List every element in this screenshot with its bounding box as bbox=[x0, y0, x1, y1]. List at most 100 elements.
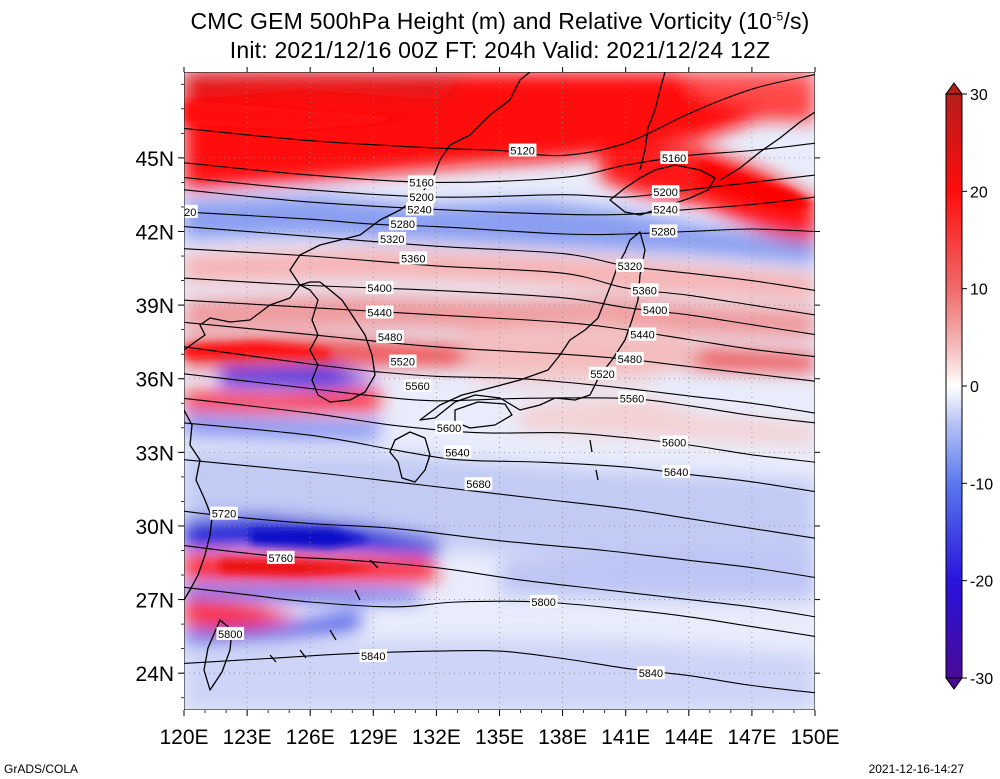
contour-label-bg bbox=[616, 258, 644, 272]
colorbar: 30 20 10 0 -10 -20 -30 bbox=[945, 82, 993, 690]
contour-label-bg bbox=[266, 550, 295, 564]
contour-label-bg bbox=[407, 190, 436, 204]
colorbar-tick-label: 10 bbox=[970, 282, 988, 299]
contour-label-bg bbox=[388, 217, 417, 231]
lon-label: 123E bbox=[223, 726, 272, 749]
colorbar-tick-label: -30 bbox=[970, 671, 993, 688]
contour-label: 5400 bbox=[643, 305, 667, 317]
contour-5120 bbox=[184, 73, 815, 157]
contour-label-bg bbox=[359, 649, 388, 663]
contour-label: 5440 bbox=[630, 330, 654, 342]
contour-5640 bbox=[184, 422, 815, 493]
contour-label-bg bbox=[210, 506, 238, 520]
coastline-mainland bbox=[184, 72, 531, 351]
title-units: /s) bbox=[783, 8, 810, 34]
lon-label: 138E bbox=[538, 726, 587, 749]
contour-label-bg bbox=[216, 626, 245, 640]
contour-label: 5560 bbox=[620, 393, 644, 405]
contour-5560 bbox=[184, 373, 815, 424]
contour-5200 bbox=[184, 174, 815, 198]
lat-label: 36N bbox=[135, 369, 174, 392]
contour-label-bg bbox=[651, 202, 680, 216]
contour-label: 5800 bbox=[218, 629, 242, 641]
contour-label-bg bbox=[184, 204, 198, 218]
lat-label: 45N bbox=[135, 148, 174, 171]
contour-label-bg bbox=[399, 251, 428, 265]
contour-label: 5440 bbox=[367, 307, 391, 319]
contour-5480 bbox=[184, 321, 815, 382]
contour-label: 5560 bbox=[405, 381, 429, 393]
contour-label-bg bbox=[443, 445, 472, 459]
contour-label: 5240 bbox=[407, 204, 431, 216]
coastlines bbox=[184, 72, 815, 691]
lat-label: 42N bbox=[135, 222, 174, 245]
coastline-izu bbox=[589, 439, 599, 481]
contour-label: 20 bbox=[184, 207, 196, 219]
title-superscript: -5 bbox=[772, 9, 784, 24]
contour-5600 bbox=[184, 397, 815, 463]
contour-label-bg bbox=[405, 202, 434, 216]
coastline-china-east bbox=[184, 409, 213, 601]
lon-label: 129E bbox=[349, 726, 398, 749]
contour-label: 5480 bbox=[378, 332, 402, 344]
contour-label: 5640 bbox=[445, 447, 469, 459]
contour-label-bg bbox=[376, 330, 404, 344]
contour-label-bg bbox=[662, 464, 690, 478]
contour-label: 5520 bbox=[391, 357, 415, 369]
contour-label: 5280 bbox=[651, 227, 675, 239]
contour-label: 5480 bbox=[618, 354, 642, 366]
contour-label: 5840 bbox=[639, 668, 663, 680]
contour-label: 5120 bbox=[510, 146, 534, 158]
title-text: CMC GEM 500hPa Height (m) and Relative V… bbox=[190, 8, 773, 34]
colorbar-tick-label: 20 bbox=[970, 184, 988, 201]
contour-label-bg bbox=[641, 303, 669, 317]
contour-5520 bbox=[184, 346, 815, 414]
vorticity-shading-detail bbox=[184, 100, 815, 574]
contour-label-bg bbox=[407, 175, 436, 189]
contour-label-bg bbox=[616, 352, 644, 366]
colorbar-min-arrow bbox=[945, 677, 963, 690]
contour-label: 5800 bbox=[531, 597, 555, 609]
contour-label-bg bbox=[618, 391, 646, 405]
contour-label-bg bbox=[660, 435, 688, 449]
contour-label-bg bbox=[365, 280, 394, 294]
contour-label: 5600 bbox=[437, 423, 461, 435]
contour-5440 bbox=[184, 299, 815, 358]
contour-label-bg bbox=[365, 305, 394, 319]
lon-label: 120E bbox=[159, 726, 208, 749]
colorbar-tick-label: -10 bbox=[970, 476, 993, 493]
contour-label: 5320 bbox=[380, 234, 404, 246]
contour-5160 bbox=[184, 142, 815, 183]
coastline-kurils bbox=[719, 111, 815, 181]
chart-title-line2: Init: 2021/12/16 00Z FT: 204h Valid: 202… bbox=[229, 37, 771, 63]
contour-label: 5680 bbox=[466, 479, 490, 491]
contour-label: 5400 bbox=[367, 283, 391, 295]
graticule bbox=[184, 72, 815, 710]
colorbar-tick-label: 30 bbox=[970, 87, 988, 104]
contour-5280 bbox=[184, 211, 815, 236]
contour-label-bg bbox=[464, 477, 493, 491]
contour-label: 5520 bbox=[590, 369, 614, 381]
lon-label: 147E bbox=[727, 726, 776, 749]
lat-label: 33N bbox=[135, 442, 174, 465]
contour-label: 5320 bbox=[618, 261, 642, 273]
contour-5360 bbox=[184, 248, 815, 316]
contour-5400 bbox=[184, 277, 815, 336]
map-axes: 120E 123E 126E 129E 132E 135E 138E 141E 144E 147E… bbox=[135, 67, 840, 749]
contour-label-bg bbox=[651, 185, 680, 199]
contour-label: 5160 bbox=[662, 153, 686, 165]
lon-label: 141E bbox=[601, 726, 650, 749]
contour-5680 bbox=[184, 459, 815, 539]
contour-label: 5720 bbox=[212, 509, 236, 521]
contour-label: 5760 bbox=[269, 553, 293, 565]
contour-label-bg bbox=[630, 283, 659, 297]
colorbar-max-arrow bbox=[945, 82, 963, 95]
contour-label-bg bbox=[649, 224, 678, 238]
colorbar-body bbox=[945, 93, 963, 679]
coastline-kyushu bbox=[389, 431, 431, 483]
contour-label: 5200 bbox=[409, 192, 433, 204]
lat-label: 24N bbox=[135, 663, 174, 686]
